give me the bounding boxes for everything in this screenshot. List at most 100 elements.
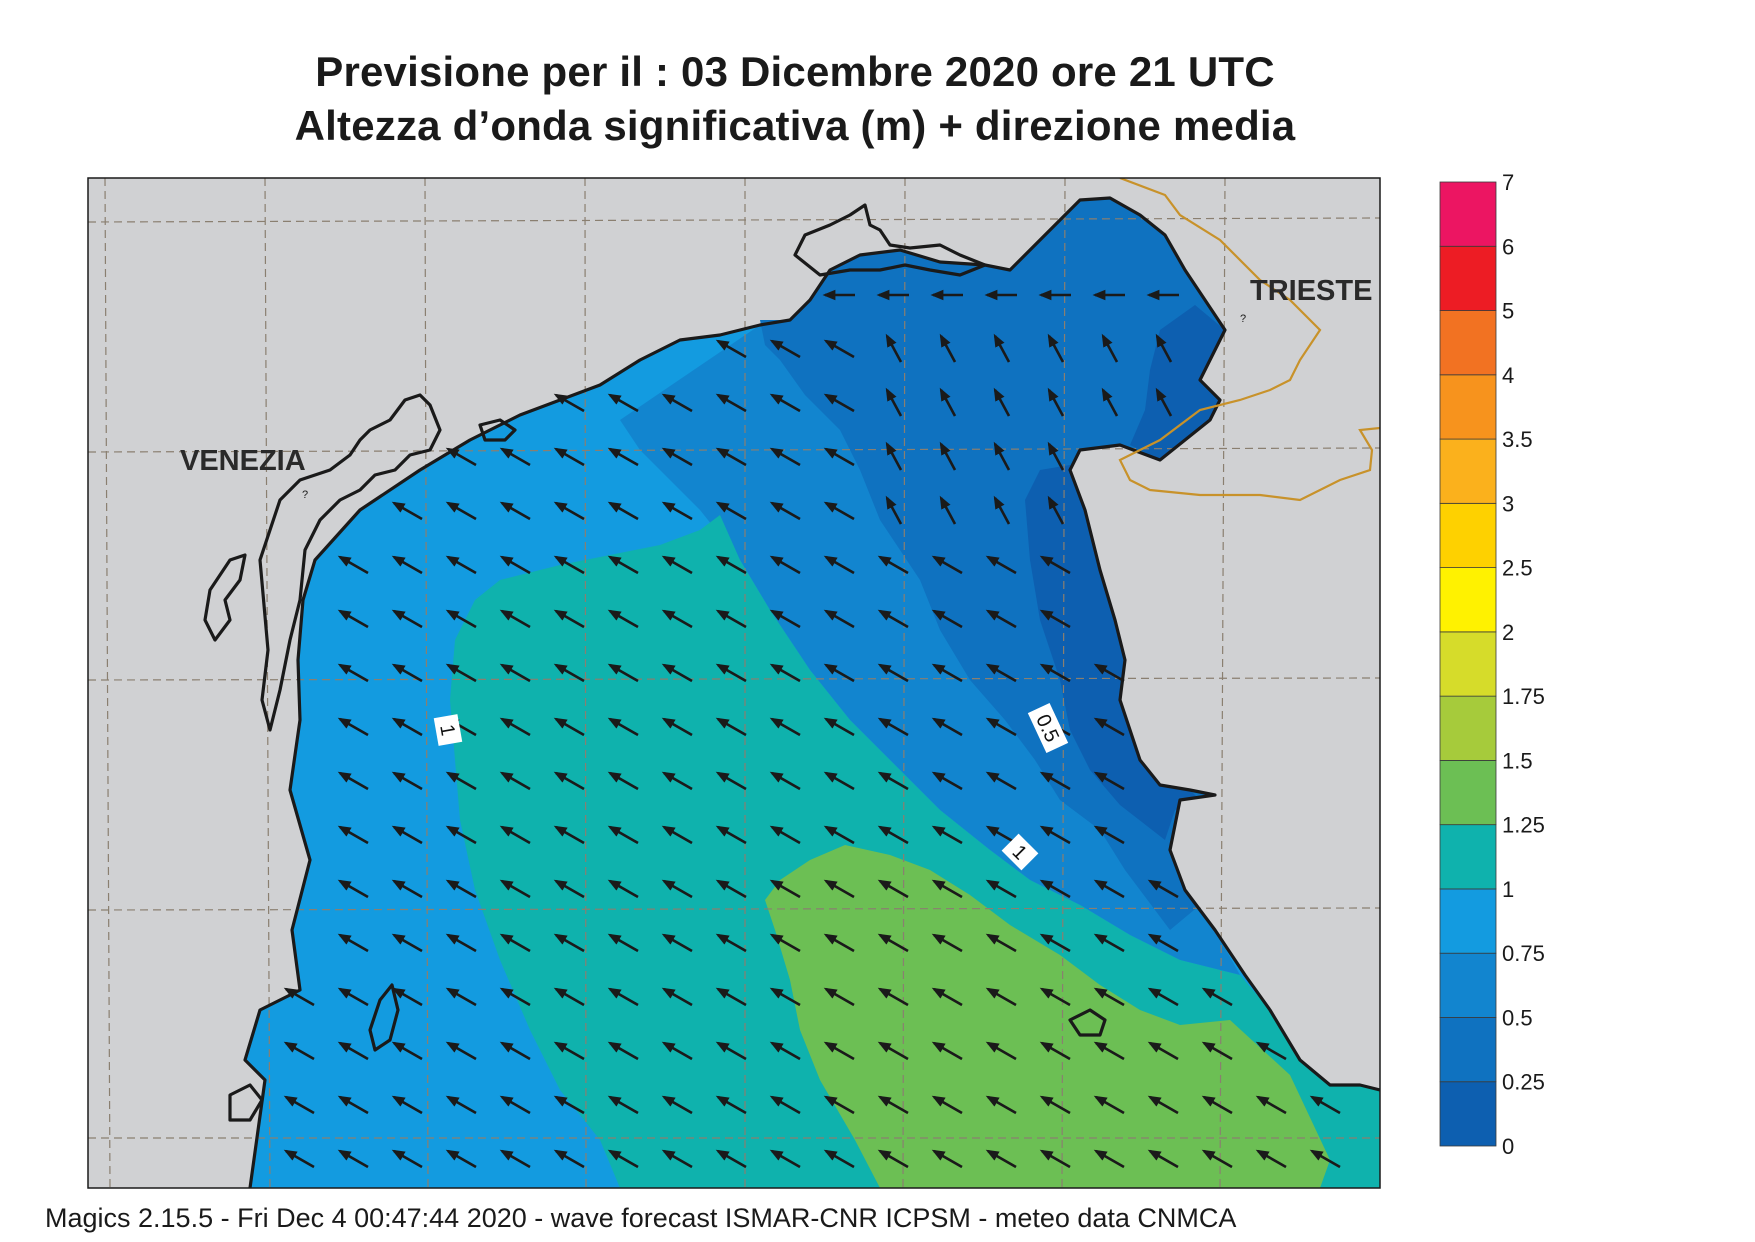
direction-arrow — [661, 771, 693, 791]
direction-arrow — [715, 879, 747, 899]
colorbar-swatch — [1439, 438, 1497, 504]
direction-arrow — [1255, 1041, 1287, 1061]
direction-arrow — [337, 1095, 369, 1115]
direction-arrow — [1039, 1095, 1071, 1115]
direction-arrow — [661, 1095, 693, 1115]
direction-arrow — [337, 663, 369, 683]
direction-arrow — [499, 1095, 531, 1115]
direction-arrow — [553, 501, 585, 521]
direction-arrow — [985, 663, 1017, 683]
direction-arrow — [985, 933, 1017, 953]
direction-arrow — [823, 663, 855, 683]
direction-arrow — [985, 879, 1017, 899]
lat-lon-grid — [88, 178, 1380, 1188]
direction-arrow — [553, 1041, 585, 1061]
direction-arrow — [985, 987, 1017, 1007]
colorbar-label: 3 — [1502, 491, 1514, 516]
direction-arrow — [445, 663, 477, 683]
direction-arrow — [1255, 1095, 1287, 1115]
direction-arrow — [553, 879, 585, 899]
direction-arrow — [931, 879, 963, 899]
direction-arrow — [931, 987, 963, 1007]
direction-arrow — [985, 1149, 1017, 1169]
direction-arrow — [1039, 1149, 1071, 1169]
direction-arrow — [885, 333, 903, 363]
direction-arrow — [769, 933, 801, 953]
direction-arrow — [1093, 1041, 1125, 1061]
direction-arrow — [715, 393, 747, 413]
direction-arrow — [391, 771, 423, 791]
direction-arrow — [607, 717, 639, 737]
direction-arrow — [1039, 555, 1071, 575]
direction-arrow — [337, 825, 369, 845]
direction-arrow — [1093, 663, 1125, 683]
direction-arrow — [445, 447, 477, 467]
direction-arrow — [1201, 987, 1233, 1007]
direction-arrow — [553, 717, 585, 737]
direction-arrow — [985, 771, 1017, 791]
direction-arrow — [391, 1095, 423, 1115]
direction-arrow — [661, 825, 693, 845]
direction-arrow — [499, 447, 531, 467]
direction-arrow — [661, 1149, 693, 1169]
direction-arrow — [939, 495, 957, 525]
colorbar-swatch — [1439, 888, 1497, 954]
direction-arrow — [823, 987, 855, 1007]
direction-arrow — [823, 717, 855, 737]
direction-arrow — [337, 879, 369, 899]
direction-arrow — [283, 987, 315, 1007]
direction-arrow — [499, 987, 531, 1007]
svg-text:1: 1 — [435, 723, 459, 738]
colorbar-swatch — [1439, 1081, 1497, 1147]
direction-arrow — [553, 1149, 585, 1169]
direction-arrow — [391, 555, 423, 575]
direction-arrow — [607, 555, 639, 575]
direction-arrow — [661, 609, 693, 629]
direction-arrow — [661, 879, 693, 899]
colorbar-swatch — [1439, 502, 1497, 569]
colorbar-swatch — [1439, 760, 1497, 826]
direction-arrow — [823, 771, 855, 791]
direction-arrow — [1147, 1149, 1179, 1169]
colorbar-swatch — [1439, 567, 1497, 633]
direction-arrow — [391, 717, 423, 737]
direction-arrow — [877, 771, 909, 791]
direction-arrow — [1047, 495, 1065, 525]
direction-arrow — [391, 663, 423, 683]
national-border — [1118, 178, 1380, 502]
direction-arrow — [1093, 933, 1125, 953]
direction-arrow — [553, 447, 585, 467]
direction-arrow — [823, 609, 855, 629]
direction-arrow — [1201, 1095, 1233, 1115]
direction-arrow — [661, 501, 693, 521]
direction-arrow — [607, 447, 639, 467]
direction-arrow — [283, 1041, 315, 1061]
coastline — [203, 196, 1380, 1188]
band-0-0.25-east — [1025, 465, 1200, 840]
direction-arrow — [769, 555, 801, 575]
direction-arrow — [931, 825, 963, 845]
direction-arrow — [661, 447, 693, 467]
direction-arrow — [283, 1095, 315, 1115]
direction-arrow — [877, 663, 909, 683]
direction-arrow — [607, 663, 639, 683]
direction-arrow — [931, 1041, 963, 1061]
direction-arrow — [607, 501, 639, 521]
map-frame — [87, 177, 1381, 1189]
direction-arrow — [1039, 663, 1071, 683]
direction-arrow — [607, 609, 639, 629]
direction-arrow — [337, 555, 369, 575]
direction-arrow — [607, 1095, 639, 1115]
direction-arrow — [885, 441, 903, 471]
direction-arrow — [499, 1041, 531, 1061]
direction-arrow — [769, 393, 801, 413]
direction-arrow — [661, 1041, 693, 1061]
direction-arrow — [1309, 1095, 1341, 1115]
direction-arrow — [885, 495, 903, 525]
direction-arrow — [499, 825, 531, 845]
colorbar-swatch — [1439, 245, 1497, 311]
direction-arrow — [715, 1149, 747, 1169]
direction-arrow — [553, 393, 585, 413]
direction-arrow — [823, 1041, 855, 1061]
direction-arrow — [445, 933, 477, 953]
